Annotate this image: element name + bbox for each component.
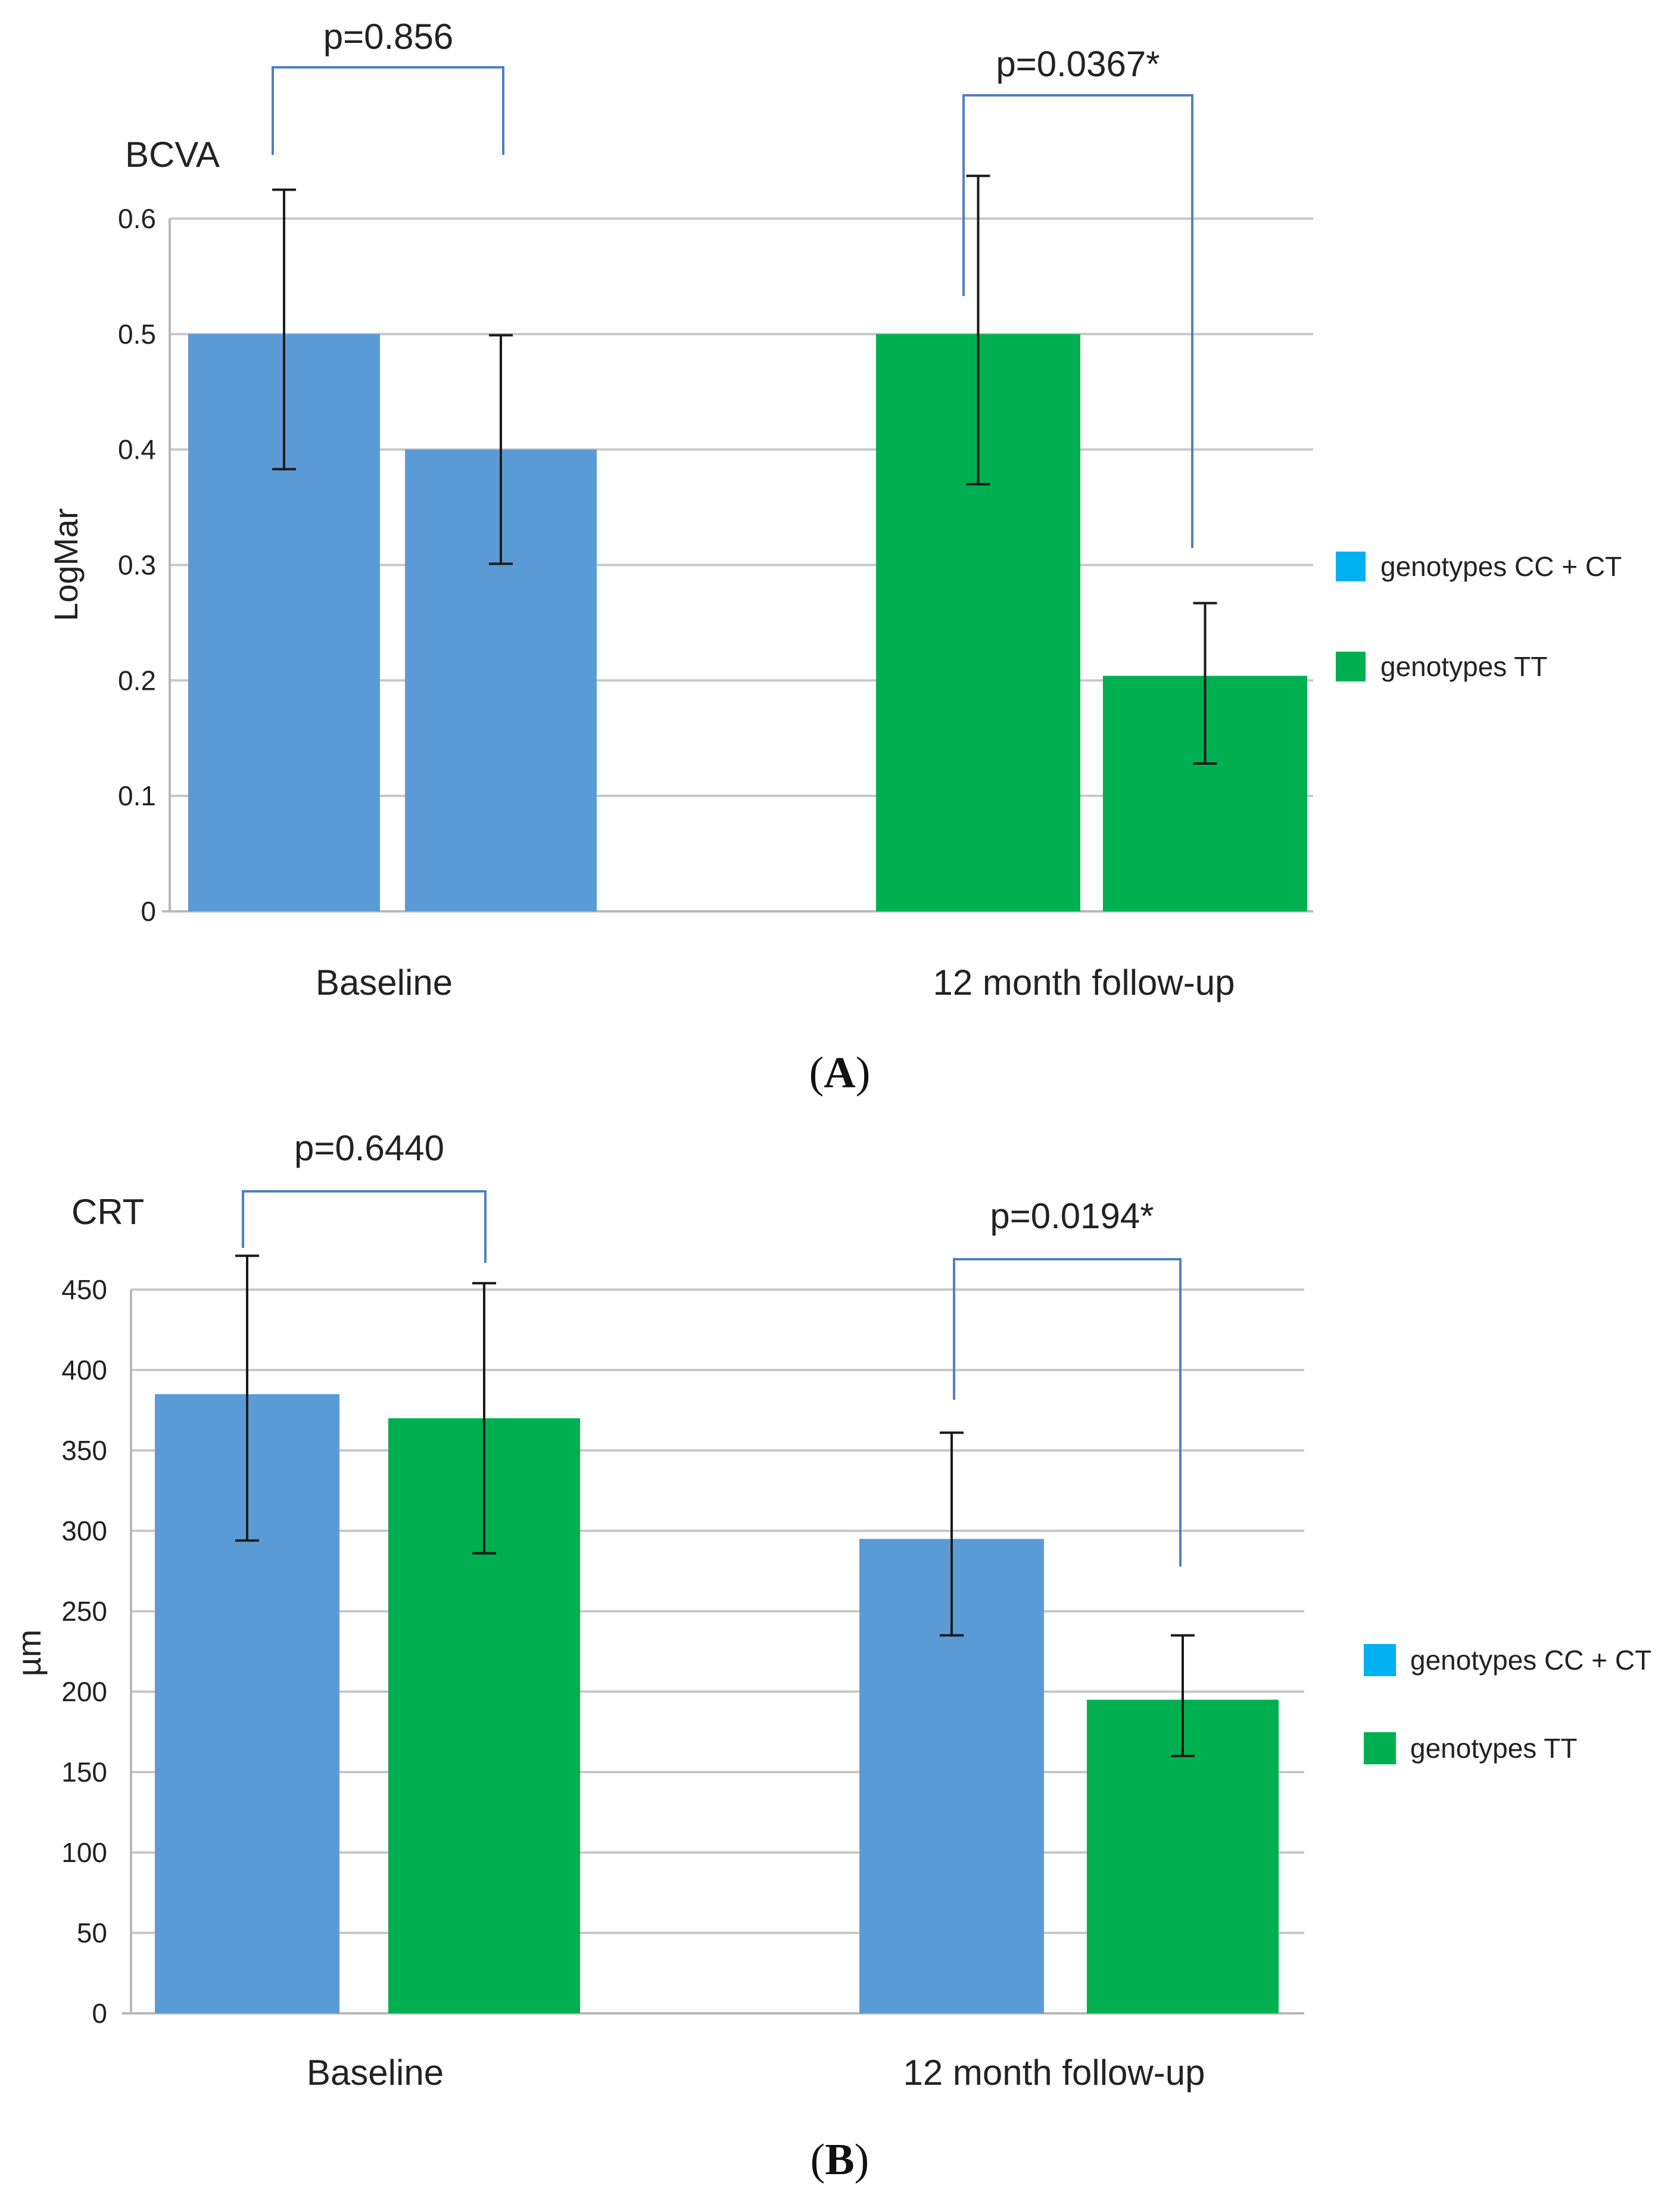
y-axis-label: LogMar bbox=[47, 508, 85, 621]
y-tick-label: 450 bbox=[61, 1274, 107, 1305]
y-tick-label: 0.4 bbox=[118, 434, 156, 465]
p-value-label: p=0.0194* bbox=[990, 1196, 1154, 1236]
y-tick-label: 250 bbox=[61, 1596, 107, 1627]
y-tick-label: 400 bbox=[61, 1355, 107, 1386]
legend-label: genotypes CC + CT bbox=[1410, 1645, 1651, 1676]
y-tick-label: 300 bbox=[61, 1515, 107, 1546]
legend-label: genotypes TT bbox=[1410, 1733, 1577, 1764]
panel-label: (A) bbox=[809, 1048, 871, 1097]
category-label: 12 month follow-up bbox=[903, 2053, 1205, 2093]
significance-bracket bbox=[242, 1190, 487, 1263]
category-label: Baseline bbox=[316, 963, 453, 1002]
legend-label: genotypes CC + CT bbox=[1380, 551, 1622, 582]
chart-panel-b: 0 50 100 150 200 250 300 350 400 450 CRT µm Baseline… bbox=[10, 1128, 1651, 2184]
category-label: Baseline bbox=[307, 2053, 444, 2093]
significance-bracket bbox=[953, 1258, 1182, 1567]
p-value-label: p=0.0367* bbox=[996, 44, 1160, 84]
y-tick-label: 0.2 bbox=[118, 665, 156, 696]
legend-swatch bbox=[1336, 552, 1366, 581]
significance-bracket bbox=[962, 94, 1193, 548]
y-axis-label: µm bbox=[10, 1630, 48, 1677]
legend-label: genotypes TT bbox=[1380, 651, 1547, 682]
y-tick-label: 100 bbox=[61, 1837, 107, 1868]
chart-title: CRT bbox=[71, 1192, 144, 1232]
y-tick-label: 0.1 bbox=[118, 780, 156, 811]
p-value-label: p=0.6440 bbox=[294, 1128, 444, 1168]
legend-swatch bbox=[1336, 652, 1366, 681]
y-tick-label: 50 bbox=[77, 1917, 107, 1948]
panel-label: (B) bbox=[811, 2135, 869, 2184]
legend-swatch bbox=[1364, 1732, 1396, 1764]
significance-bracket bbox=[272, 66, 504, 155]
chart-title: BCVA bbox=[125, 135, 220, 175]
legend-swatch bbox=[1364, 1644, 1396, 1676]
y-tick-label: 350 bbox=[61, 1435, 107, 1466]
y-tick-label: 0 bbox=[141, 896, 156, 927]
p-value-label: p=0.856 bbox=[323, 17, 454, 57]
chart-panel-a: 0 0.1 0.2 0.3 0.4 0.5 0.6 BCVA LogMar Baseline 12 … bbox=[47, 17, 1622, 1097]
y-tick-label: 0 bbox=[92, 1998, 107, 2029]
y-tick-label: 0.6 bbox=[118, 203, 156, 234]
category-label: 12 month follow-up bbox=[933, 963, 1235, 1002]
y-tick-label: 0.5 bbox=[118, 319, 156, 350]
y-tick-label: 0.3 bbox=[118, 550, 156, 581]
y-tick-label: 150 bbox=[61, 1757, 107, 1788]
y-tick-label: 200 bbox=[61, 1676, 107, 1707]
